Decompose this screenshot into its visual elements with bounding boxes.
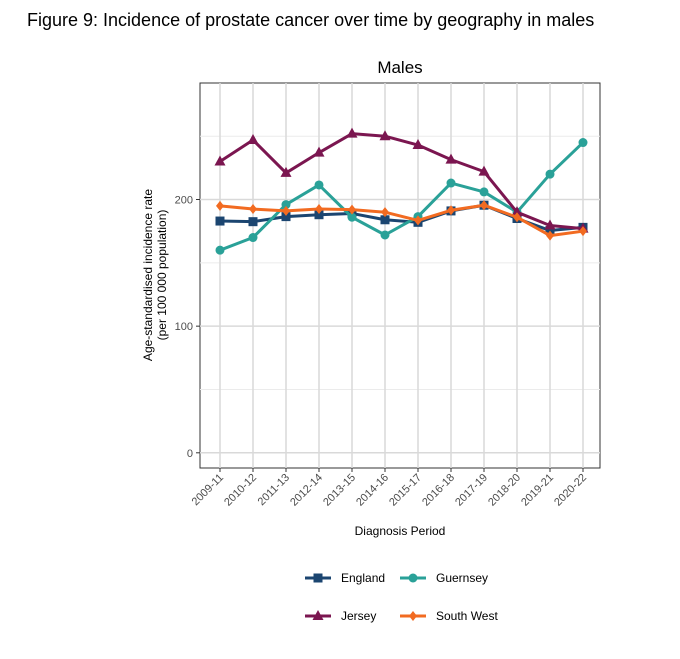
legend-item: Jersey [305, 609, 376, 623]
marker-triangle [412, 139, 424, 150]
marker-circle [545, 169, 555, 179]
y-axis-label: Age-standardised incidence rate [141, 189, 155, 361]
marker-triangle [379, 130, 391, 141]
marker-diamond [546, 230, 554, 241]
marker-circle [281, 200, 291, 210]
x-tick-label: 2016-18 [420, 472, 457, 509]
chart-title: Males [377, 58, 422, 77]
x-tick-label: 2011-13 [256, 472, 292, 508]
marker-diamond [579, 226, 587, 237]
marker-circle [248, 233, 258, 243]
x-tick-label: 2010-12 [222, 472, 259, 509]
x-axis-label: Diagnosis Period [355, 524, 446, 538]
marker-square [380, 215, 390, 225]
marker-square [281, 212, 291, 222]
marker-diamond [249, 204, 257, 215]
series-jersey [214, 127, 589, 233]
marker-triangle [312, 610, 324, 620]
legend-label: Guernsey [436, 571, 488, 585]
marker-triangle [544, 219, 556, 230]
marker-triangle [214, 155, 226, 166]
marker-circle [446, 178, 456, 188]
marker-triangle [346, 127, 358, 138]
x-tick-label: 2020-22 [552, 472, 589, 509]
marker-diamond [513, 212, 521, 223]
marker-diamond [409, 611, 417, 621]
marker-circle [215, 245, 225, 255]
marker-square [314, 210, 324, 220]
y-axis-label-units: (per 100 000 population) [155, 210, 169, 341]
legend-label: England [341, 571, 385, 585]
marker-triangle [247, 133, 259, 144]
y-tick-label: 200 [175, 195, 193, 207]
marker-diamond [216, 200, 224, 211]
marker-triangle [280, 166, 292, 177]
x-tick-label: 2012-14 [288, 472, 325, 509]
marker-circle [479, 187, 489, 197]
marker-diamond [348, 204, 356, 215]
marker-circle [314, 180, 324, 190]
x-tick-label: 2013-15 [321, 472, 358, 509]
x-tick-label: 2017-19 [453, 472, 490, 509]
marker-circle [578, 138, 588, 148]
legend-item: England [305, 571, 385, 585]
series-south-west [216, 200, 587, 241]
marker-circle [408, 573, 418, 583]
x-tick-label: 2018-20 [486, 472, 523, 509]
series-line [219, 132, 584, 231]
marker-diamond [381, 207, 389, 218]
legend-item: South West [400, 609, 498, 623]
series-line [219, 203, 584, 238]
marker-circle [380, 230, 390, 240]
marker-square [215, 216, 225, 226]
marker-triangle [313, 146, 325, 157]
marker-diamond [414, 215, 422, 226]
y-tick-label: 0 [187, 448, 193, 460]
x-tick-label: 2009-11 [190, 472, 226, 508]
x-tick-label: 2015-17 [387, 472, 424, 509]
marker-circle [347, 212, 357, 222]
marker-diamond [447, 205, 455, 216]
marker-square [313, 573, 323, 583]
x-tick-label: 2014-16 [354, 472, 391, 509]
y-tick-label: 100 [175, 321, 193, 333]
legend-label: South West [436, 609, 498, 623]
marker-diamond [282, 205, 290, 216]
figure-title: Figure 9: Incidence of prostate cancer o… [27, 10, 595, 30]
marker-triangle [511, 206, 523, 217]
marker-square [248, 217, 258, 227]
marker-triangle [478, 165, 490, 176]
marker-triangle [445, 153, 457, 164]
marker-diamond [480, 200, 488, 211]
legend-label: Jersey [341, 609, 376, 623]
x-tick-label: 2019-21 [519, 472, 556, 509]
plot-panel [199, 82, 601, 469]
marker-square [545, 226, 555, 236]
legend-item: Guernsey [400, 571, 488, 585]
marker-diamond [315, 204, 323, 215]
